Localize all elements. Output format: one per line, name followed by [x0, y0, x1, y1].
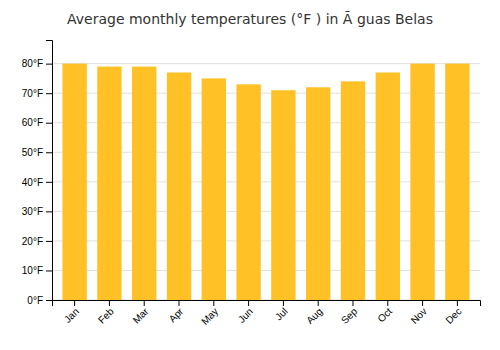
y-tick: 10°F	[22, 265, 52, 276]
x-tick: Jan	[62, 300, 81, 325]
x-tick-label: Aug	[304, 306, 324, 326]
x-tick-label: Oct	[375, 306, 394, 325]
y-tick: 60°F	[22, 117, 52, 128]
plot: 0°F 10°F 20°F 30°F 40°F 50°F 60°F 70°F 80°F Jan Fe…	[22, 41, 481, 327]
y-tick: 40°F	[22, 177, 52, 188]
bar	[236, 84, 260, 300]
bar	[271, 90, 295, 300]
y-tick-label: 80°F	[22, 58, 43, 69]
y-tick-mark	[46, 64, 52, 65]
x-tick-mark	[283, 300, 284, 306]
y-axis: 0°F 10°F 20°F 30°F 40°F 50°F 60°F 70°F 80°F	[22, 41, 53, 306]
x-tick: Apr	[167, 300, 186, 324]
x-tick: Jun	[236, 300, 255, 325]
bars	[62, 64, 469, 300]
x-tick-label: Jan	[62, 306, 81, 325]
chart: 0°F 10°F 20°F 30°F 40°F 50°F 60°F 70°F 80°F Jan Fe…	[0, 0, 500, 350]
x-tick-label: Jun	[236, 306, 255, 325]
bar	[167, 73, 191, 301]
x-tick-mark	[248, 300, 249, 306]
x-tick-label: Sep	[339, 305, 360, 326]
bar	[62, 64, 86, 300]
x-tick: Aug	[304, 300, 324, 326]
x-tick: Nov	[409, 300, 429, 326]
x-tick: Mar	[131, 300, 151, 326]
x-tick-mark	[74, 300, 75, 306]
x-tick-label: Mar	[131, 305, 151, 325]
x-tick-label: Jul	[273, 306, 290, 323]
y-tick-label: 0°F	[27, 295, 43, 306]
x-tick: Feb	[96, 300, 116, 326]
y-tick-mark	[46, 241, 52, 242]
x-tick-mark	[422, 300, 423, 306]
y-tick-mark	[46, 93, 52, 94]
x-tick: Oct	[375, 300, 394, 324]
x-tick-label: Apr	[167, 305, 186, 324]
bar	[445, 64, 469, 300]
x-tick-mark	[109, 300, 110, 306]
x-tick-label: May	[199, 306, 220, 327]
y-tick: 80°F	[22, 58, 52, 69]
x-tick-mark	[318, 300, 319, 306]
y-tick-label: 30°F	[22, 206, 43, 217]
x-axis-line	[53, 301, 481, 307]
y-tick-label: 70°F	[22, 88, 43, 99]
y-tick-label: 20°F	[22, 236, 43, 247]
y-tick-label: 60°F	[22, 117, 43, 128]
bar	[132, 67, 156, 300]
y-tick-mark	[46, 270, 52, 271]
bar	[97, 67, 121, 300]
x-tick-label: Feb	[96, 305, 116, 325]
x-tick: Dec	[443, 300, 463, 326]
x-tick-label: Dec	[443, 306, 463, 326]
y-tick-mark	[46, 152, 52, 153]
y-axis-line	[46, 41, 53, 301]
y-tick-label: 10°F	[22, 265, 43, 276]
x-tick-mark	[213, 300, 214, 306]
x-tick-mark	[457, 300, 458, 306]
x-tick-mark	[179, 300, 180, 306]
y-tick: 0°F	[27, 295, 52, 306]
x-axis: Jan Feb Mar Apr May Jun Jul Aug Sep Oct Nov Dec	[53, 300, 481, 327]
x-tick: May	[199, 300, 220, 327]
bar	[410, 64, 434, 300]
bar	[376, 73, 400, 301]
x-tick-mark	[144, 300, 145, 306]
y-tick-mark	[46, 211, 52, 212]
x-tick: Jul	[273, 300, 290, 322]
x-tick-label: Nov	[409, 306, 429, 326]
y-tick-mark	[46, 123, 52, 124]
y-tick: 30°F	[22, 206, 52, 217]
y-tick-mark	[46, 300, 52, 301]
x-tick-mark	[352, 300, 353, 306]
x-tick-mark	[387, 300, 388, 306]
x-tick: Sep	[339, 300, 360, 326]
y-tick: 70°F	[22, 88, 52, 99]
y-tick-label: 40°F	[22, 177, 43, 188]
title: Average monthly temperatures (°F ) in Ã …	[67, 11, 433, 27]
y-tick: 20°F	[22, 236, 52, 247]
y-tick-mark	[46, 182, 52, 183]
bar	[202, 78, 226, 300]
y-tick: 50°F	[22, 147, 52, 158]
bar	[341, 81, 365, 300]
y-tick-label: 50°F	[22, 147, 43, 158]
grid	[52, 64, 480, 300]
bar	[306, 87, 330, 300]
